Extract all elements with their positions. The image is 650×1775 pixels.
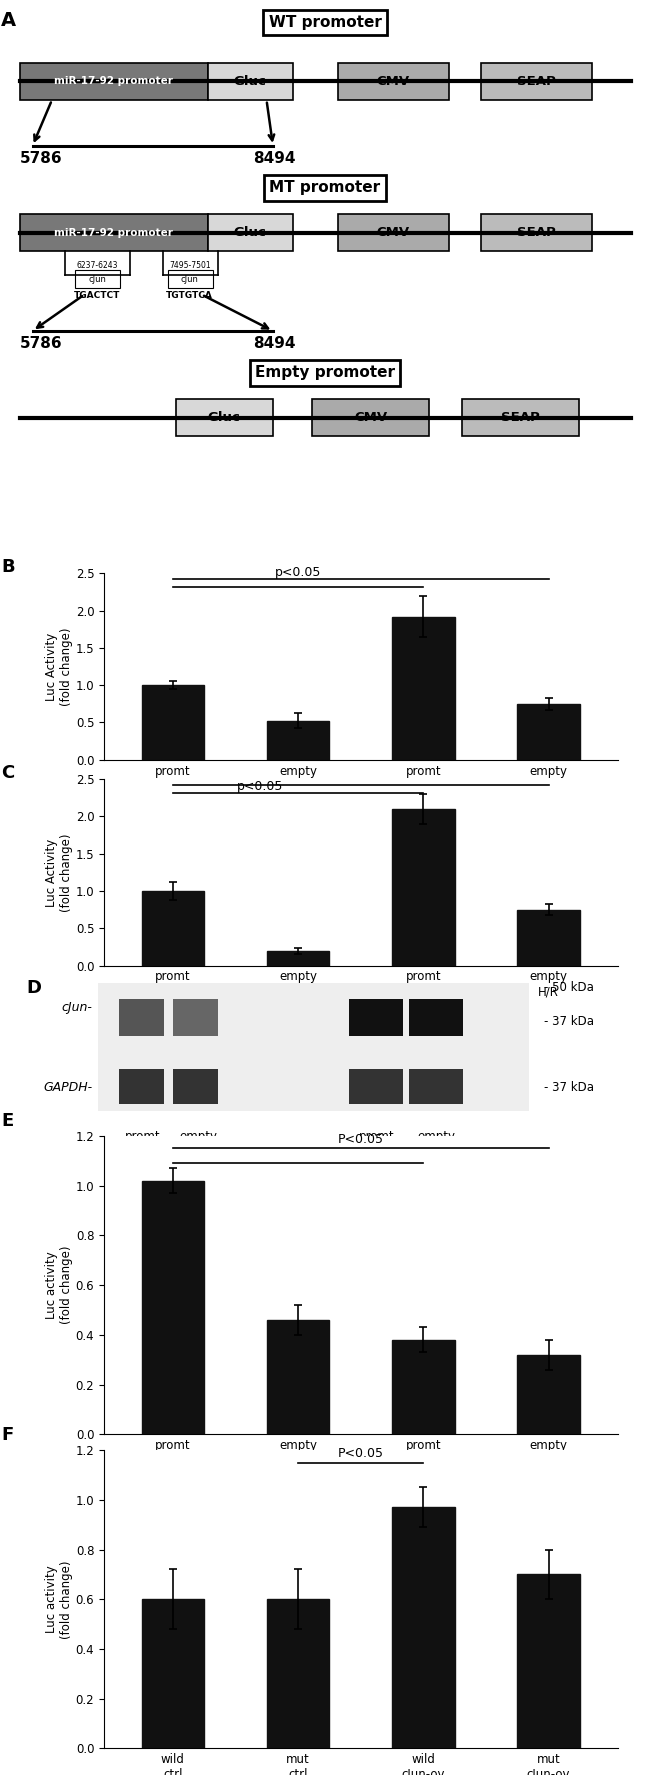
Text: GAPDH-: GAPDH-: [43, 1081, 92, 1093]
Bar: [266, 1599, 330, 1748]
Bar: [517, 1354, 580, 1434]
FancyBboxPatch shape: [462, 399, 578, 437]
FancyBboxPatch shape: [338, 62, 448, 99]
Text: 8494: 8494: [254, 151, 296, 165]
Bar: [392, 1340, 455, 1434]
Text: TGTGTCA: TGTGTCA: [166, 291, 213, 300]
Bar: [392, 1507, 455, 1748]
Bar: [266, 1321, 330, 1434]
Bar: [98, 983, 529, 1111]
Text: WT promoter: WT promoter: [268, 14, 382, 30]
FancyBboxPatch shape: [208, 215, 292, 252]
Text: - 37 kDa: - 37 kDa: [544, 1015, 594, 1028]
FancyBboxPatch shape: [20, 215, 208, 252]
Text: cJun: cJun: [88, 275, 107, 284]
Text: 7495-7501: 7495-7501: [169, 261, 211, 270]
Text: Gluc: Gluc: [208, 412, 240, 424]
Bar: [142, 1599, 204, 1748]
Text: cJun-: cJun-: [62, 1001, 92, 1014]
Bar: [517, 705, 580, 760]
Text: miR-17-92 promoter: miR-17-92 promoter: [55, 227, 173, 238]
FancyBboxPatch shape: [20, 62, 208, 99]
Text: Empty promoter: Empty promoter: [255, 366, 395, 380]
FancyBboxPatch shape: [176, 399, 273, 437]
Y-axis label: Luc activity
(fold change): Luc activity (fold change): [45, 1560, 73, 1638]
Text: 5786: 5786: [20, 151, 62, 165]
Text: - 37 kDa: - 37 kDa: [544, 1081, 594, 1093]
Bar: [142, 1180, 204, 1434]
Text: SEAP: SEAP: [500, 412, 540, 424]
Text: D: D: [27, 980, 42, 998]
Y-axis label: Luc Activity
(fold change): Luc Activity (fold change): [45, 832, 73, 912]
Text: p<0.05: p<0.05: [275, 566, 321, 579]
FancyBboxPatch shape: [208, 62, 292, 99]
Bar: [350, 999, 403, 1037]
Text: MT promoter: MT promoter: [270, 181, 380, 195]
Text: TGACTCT: TGACTCT: [74, 291, 121, 300]
Y-axis label: Luc Activity
(fold change): Luc Activity (fold change): [45, 627, 73, 706]
Bar: [142, 891, 204, 966]
Bar: [392, 809, 455, 966]
Text: CMV: CMV: [377, 225, 410, 240]
Text: empty
H/R: empty H/R: [417, 1129, 455, 1157]
FancyBboxPatch shape: [168, 270, 213, 288]
FancyBboxPatch shape: [338, 215, 448, 252]
FancyBboxPatch shape: [75, 270, 120, 288]
FancyBboxPatch shape: [312, 399, 429, 437]
Bar: [392, 616, 455, 760]
Text: miR-17-92 promoter: miR-17-92 promoter: [55, 76, 173, 87]
Bar: [350, 1069, 403, 1104]
Text: C: C: [1, 765, 14, 783]
Text: promt
H/R: promt H/R: [359, 1129, 394, 1157]
Bar: [173, 1069, 218, 1104]
Text: CMV: CMV: [377, 75, 410, 87]
Bar: [119, 999, 164, 1037]
FancyBboxPatch shape: [481, 62, 592, 99]
Bar: [119, 1069, 164, 1104]
Text: F: F: [1, 1427, 14, 1445]
Text: empty
Norm: empty Norm: [180, 1129, 218, 1157]
Text: - 50 kDa: - 50 kDa: [544, 982, 593, 994]
Text: SEAP: SEAP: [517, 225, 556, 240]
Bar: [517, 909, 580, 966]
Text: 6237-6243: 6237-6243: [77, 261, 118, 270]
Text: 8494: 8494: [254, 335, 296, 351]
Y-axis label: Luc activity
(fold change): Luc activity (fold change): [45, 1246, 73, 1324]
Text: 5786: 5786: [20, 335, 62, 351]
Text: promt
Norm: promt Norm: [125, 1129, 161, 1157]
Text: CMV: CMV: [354, 412, 387, 424]
Text: P<0.05: P<0.05: [338, 1132, 384, 1147]
Text: p<0.05: p<0.05: [237, 779, 284, 793]
Bar: [517, 1574, 580, 1748]
Text: SEAP: SEAP: [517, 75, 556, 87]
Bar: [410, 1069, 463, 1104]
Text: Gluc: Gluc: [234, 225, 266, 240]
Text: A: A: [1, 11, 16, 30]
FancyBboxPatch shape: [481, 215, 592, 252]
Bar: [142, 685, 204, 760]
Text: cJun: cJun: [181, 275, 199, 284]
Text: E: E: [1, 1113, 14, 1131]
Bar: [266, 951, 330, 966]
Bar: [410, 999, 463, 1037]
Bar: [173, 999, 218, 1037]
Text: P<0.05: P<0.05: [338, 1447, 384, 1461]
Text: Gluc: Gluc: [234, 75, 266, 87]
Text: B: B: [1, 559, 15, 577]
Bar: [266, 721, 330, 760]
